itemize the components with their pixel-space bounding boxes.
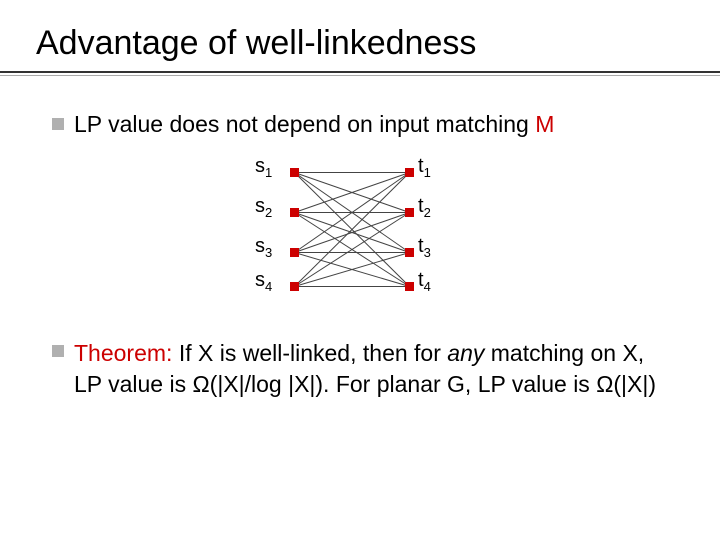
bullet-icon [52,118,64,130]
bullet-icon [52,345,64,357]
target-label: t3 [418,235,431,260]
subtitle-row: LP value does not depend on input matchi… [0,83,720,138]
target-node [405,282,414,291]
target-label: t1 [418,155,431,180]
graph-svg [0,138,720,328]
theorem-text: Theorem: If X is well-linked, then for a… [74,338,668,400]
source-node [290,282,299,291]
source-node [290,208,299,217]
theorem-any: any [447,340,484,366]
bipartite-graph: s1 t1 s2 t2 s3 t3 s4 t4 [0,138,720,328]
subtitle-pre: LP value does not depend on input matchi… [74,111,535,137]
target-node [405,208,414,217]
target-label: t2 [418,195,431,220]
target-node [405,248,414,257]
slide-title: Advantage of well-linkedness [36,24,684,63]
theorem-body1: If X is well-linked, then for [172,340,447,366]
source-node [290,248,299,257]
source-label: s3 [255,235,272,260]
target-label: t4 [418,269,431,294]
source-label: s1 [255,155,272,180]
source-node [290,168,299,177]
theorem-label: Theorem: [74,340,172,366]
target-node [405,168,414,177]
title-underline [0,71,720,75]
subtitle-text: LP value does not depend on input matchi… [74,111,554,138]
subtitle-M: M [535,111,554,137]
source-label: s2 [255,195,272,220]
theorem-row: Theorem: If X is well-linked, then for a… [0,328,720,400]
title-block: Advantage of well-linkedness [0,0,720,83]
source-label: s4 [255,269,272,294]
